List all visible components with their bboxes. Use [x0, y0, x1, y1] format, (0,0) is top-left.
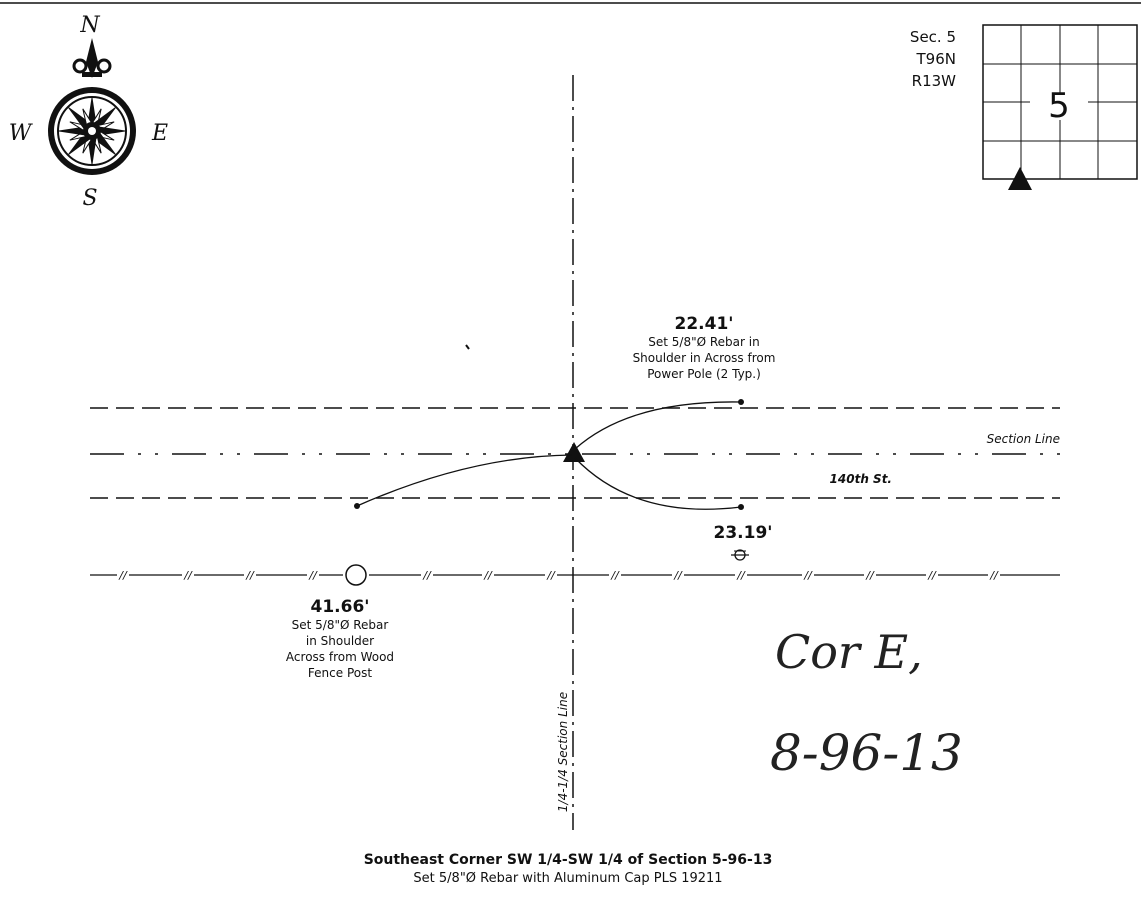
tie-curve-power-pole-south [574, 457, 742, 510]
wood-fence-post-icon [345, 564, 367, 586]
fence-mark: // [865, 569, 875, 582]
diagram-title: Southeast Corner SW 1/4-SW 1/4 of Sectio… [364, 852, 773, 868]
fence-mark: // [673, 569, 683, 582]
tie-desc-line: Shoulder in Across from [633, 351, 776, 365]
rebar-point-west [354, 503, 360, 509]
compass-south-label: S [82, 186, 97, 211]
fence-mark: // [927, 569, 937, 582]
tie-curve-power-pole-north [574, 401, 742, 450]
fleur-de-lis-icon [72, 38, 112, 78]
compass-west-label: W [9, 121, 34, 146]
fence-mark: // [736, 569, 746, 582]
fence-mark: // [546, 569, 556, 582]
tie-desc-line: Set 5/8"Ø Rebar [292, 618, 389, 632]
section-line-label: Section Line [987, 432, 1060, 446]
section-key-sec: Sec. 5 [910, 28, 956, 46]
tie-desc-line: Across from Wood [286, 650, 394, 664]
street-label: 140th St. [830, 472, 892, 486]
compass-north-label: N [79, 13, 100, 38]
corner-monument-icon [563, 442, 585, 462]
tie-curve-fence-post [356, 454, 573, 507]
fence-mark: // [483, 569, 493, 582]
power-pole-icon [731, 549, 749, 561]
section-key-township: T96N [916, 50, 956, 68]
handwritten-note-line1: Cor E, [775, 625, 923, 679]
section-corner-triangle-icon [1008, 167, 1032, 190]
fence-line: // // // // // // // // // // // // // // [90, 564, 1060, 586]
tie-desc-line: Power Pole (2 Typ.) [647, 367, 761, 381]
fence-mark: // [803, 569, 813, 582]
quarter-section-line-label: 1/4-1/4 Section Line [556, 692, 570, 812]
section-key-number: 5 [1048, 86, 1070, 126]
handwritten-note-line2: 8-96-13 [770, 724, 963, 782]
tie-desc-line: Fence Post [308, 666, 372, 680]
compass-rose: N W E S [9, 13, 168, 211]
compass-east-label: E [151, 121, 168, 146]
fence-mark: // [989, 569, 999, 582]
diagram-subtitle: Set 5/8"Ø Rebar with Aluminum Cap PLS 19… [413, 871, 722, 886]
fence-mark: // [308, 569, 318, 582]
stray-mark [465, 344, 470, 350]
fence-mark: // [610, 569, 620, 582]
section-key: Sec. 5 T96N R13W 5 [910, 24, 1138, 190]
rebar-point-north [738, 399, 744, 405]
fence-mark: // [183, 569, 193, 582]
tie-desc-line: Set 5/8"Ø Rebar in [648, 335, 759, 349]
tie-distance-22-41: 22.41' [675, 314, 734, 334]
fence-mark: // [118, 569, 128, 582]
tie-desc-line: in Shoulder [306, 634, 374, 648]
rebar-point-south [738, 504, 744, 510]
fence-mark: // [422, 569, 432, 582]
tie-distance-23-19: 23.19' [714, 523, 773, 543]
tie-distance-41-66: 41.66' [311, 597, 370, 617]
fence-mark: // [245, 569, 255, 582]
section-key-range: R13W [912, 72, 957, 90]
